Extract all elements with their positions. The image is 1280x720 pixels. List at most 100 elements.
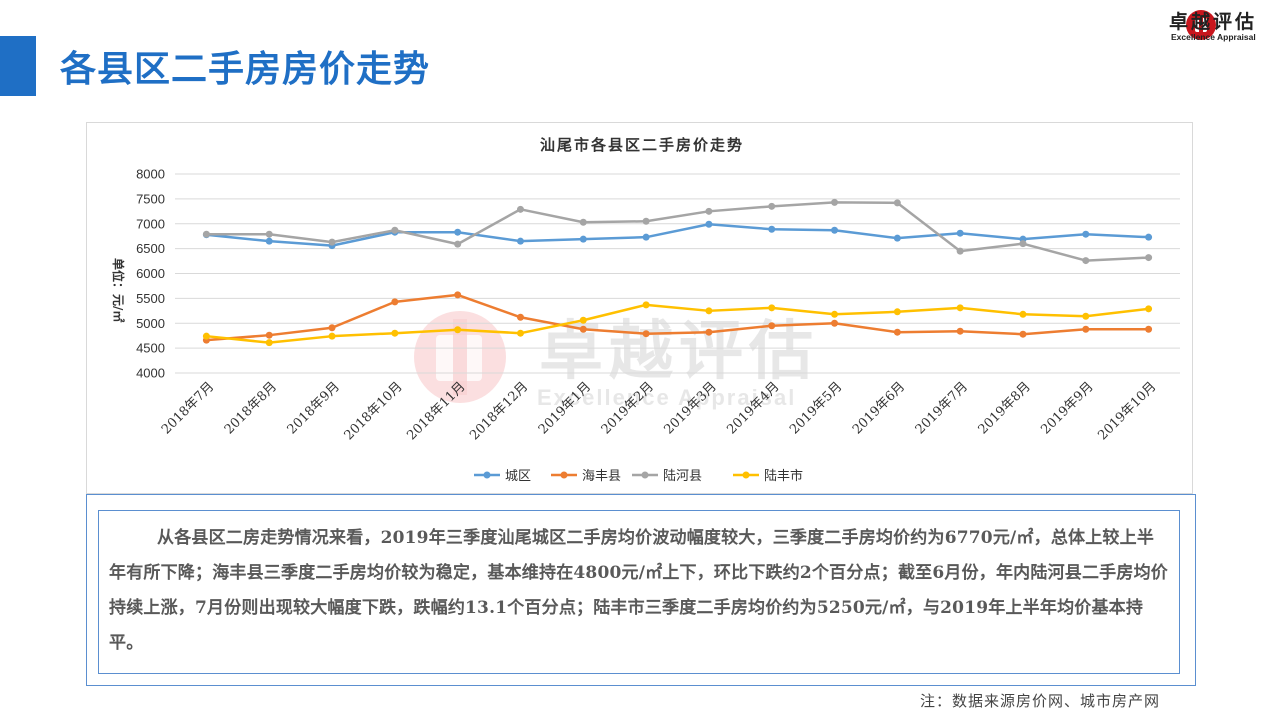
- data-point: [1082, 312, 1090, 320]
- data-point: [265, 230, 273, 238]
- legend-swatch-marker: [560, 471, 568, 479]
- data-point: [642, 330, 650, 338]
- x-tick-label: 2019年9月: [1038, 379, 1096, 437]
- data-point: [391, 298, 399, 306]
- y-tick-label: 4500: [136, 341, 165, 356]
- y-axis-label-text: 单位：元/㎡: [111, 258, 126, 322]
- data-point: [265, 237, 273, 245]
- x-tick-label: 2019年8月: [976, 379, 1034, 437]
- data-point: [831, 310, 839, 318]
- legend-swatch-marker: [483, 471, 491, 479]
- series-2: [202, 291, 1153, 344]
- data-point: [516, 313, 524, 321]
- legend-label: 海丰县: [582, 469, 621, 484]
- data-point: [831, 198, 839, 206]
- data-point: [1019, 310, 1027, 318]
- data-point: [516, 237, 524, 245]
- data-point: [202, 332, 210, 340]
- data-point: [768, 202, 776, 210]
- chart-legend: 城区 海丰县 陆河县 陆丰市: [474, 468, 803, 484]
- analysis-frame-inner: 从各县区二房走势情况来看，2019年三季度汕尾城区二手房均价波动幅度较大，三季度…: [98, 510, 1180, 674]
- x-tick-label: 2019年6月: [850, 379, 908, 437]
- data-point: [893, 328, 901, 336]
- chart-title: 汕尾市各县区二手房价走势: [540, 136, 744, 154]
- x-tick-label: 2018年9月: [285, 379, 343, 437]
- data-source-note: 注：数据来源房价网、城市房产网: [920, 692, 1161, 710]
- legend-label: 陆丰市: [764, 468, 803, 484]
- y-tick-label: 8000: [136, 167, 165, 182]
- y-tick-labels: 4000 4500 5000 5500 6000 6500 7000 7500 8000: [136, 167, 165, 381]
- data-point: [956, 229, 964, 237]
- analysis-frame-outer: [86, 494, 1196, 686]
- data-point: [768, 304, 776, 312]
- data-point: [705, 307, 713, 315]
- analysis-text: 从各县区二房走势情况来看，2019年三季度汕尾城区二手房均价波动幅度较大，三季度…: [109, 528, 1168, 653]
- y-tick-label: 5000: [136, 316, 165, 331]
- data-point: [1082, 257, 1090, 265]
- data-point: [579, 235, 587, 243]
- x-tick-label: 2019年10月: [1095, 379, 1159, 443]
- legend-label: 城区: [505, 469, 531, 484]
- series-line: [206, 201, 1149, 262]
- data-point: [391, 329, 399, 337]
- logo-name: 卓越评估: [1169, 11, 1258, 33]
- x-tick-label: 2018年7月: [159, 379, 217, 437]
- legend-item: 陆丰市: [733, 468, 803, 484]
- data-point: [1145, 233, 1153, 241]
- logo-subtitle: Excellence Appraisal: [1171, 32, 1256, 42]
- x-tick-label: 2019年7月: [913, 379, 971, 437]
- data-point: [265, 339, 273, 347]
- chart-gridlines: [175, 173, 1180, 374]
- data-point: [642, 217, 650, 225]
- data-point: [893, 234, 901, 242]
- series-line: [206, 222, 1149, 247]
- data-point: [956, 247, 964, 255]
- data-point: [328, 238, 336, 246]
- data-point: [831, 319, 839, 327]
- y-axis-label: 单位：元/㎡: [111, 258, 126, 322]
- x-tick-label: 2018年8月: [222, 379, 280, 437]
- legend-item: 陆河县: [632, 468, 702, 484]
- data-point: [642, 233, 650, 241]
- data-point: [579, 325, 587, 333]
- series-4: [202, 301, 1153, 347]
- data-point: [956, 304, 964, 312]
- data-point: [1082, 230, 1090, 238]
- data-point: [1019, 240, 1027, 248]
- data-point: [1145, 254, 1153, 262]
- data-point: [328, 332, 336, 340]
- data-point: [202, 230, 210, 238]
- data-point: [579, 316, 587, 324]
- data-point: [454, 240, 462, 248]
- watermark-subtitle: Excellence Appraisal: [537, 385, 796, 410]
- legend-label: 陆河县: [663, 468, 702, 484]
- data-point: [705, 328, 713, 336]
- watermark: 卓越评估 Excellence Appraisal: [414, 311, 813, 410]
- legend-item: 海丰县: [551, 469, 621, 484]
- data-point: [516, 205, 524, 213]
- data-point: [705, 220, 713, 228]
- series-line: [206, 303, 1149, 344]
- series-line: [206, 293, 1149, 342]
- data-point: [454, 228, 462, 236]
- y-tick-label: 7000: [136, 216, 165, 231]
- legend-swatch-marker: [742, 471, 750, 479]
- y-tick-label: 5500: [136, 291, 165, 306]
- data-point: [831, 226, 839, 234]
- data-point: [265, 331, 273, 339]
- data-point: [454, 291, 462, 299]
- data-point: [328, 324, 336, 332]
- data-point: [956, 327, 964, 335]
- y-tick-label: 6000: [136, 266, 165, 281]
- line-chart: 卓越评估 Excellence Appraisal 汕尾市各县区二手房价走势 4…: [111, 136, 1180, 484]
- chart-panel: 卓越评估 Excellence Appraisal 汕尾市各县区二手房价走势 4…: [86, 122, 1193, 494]
- logo: [1186, 10, 1216, 40]
- data-point: [1082, 325, 1090, 333]
- y-tick-label: 6500: [136, 241, 165, 256]
- title-accent-bar: [0, 36, 36, 96]
- data-point: [391, 226, 399, 234]
- data-point: [705, 207, 713, 215]
- data-point: [1145, 305, 1153, 313]
- series-3: [202, 198, 1153, 265]
- legend-item: 城区: [474, 469, 531, 484]
